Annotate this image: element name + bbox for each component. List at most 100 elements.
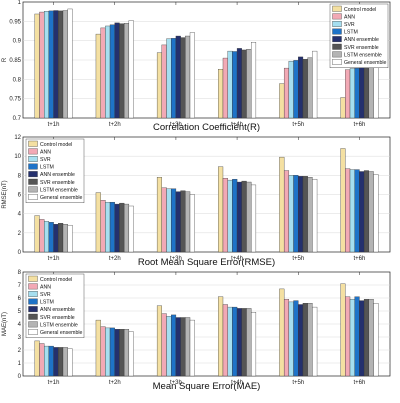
bar-control-model-t-6h [340,283,346,377]
legend-swatch-control-model [28,275,38,282]
bar-svr-t-6h [349,169,355,253]
bar-lstm-t-5h [293,60,299,119]
legend-label-lstm-ensemble: LSTM ensemble [40,322,78,328]
bar-lstm-t-4h [232,306,238,377]
bar-general-ensemble-t-3h [189,194,195,253]
bar-general-ensemble-t-3h [189,319,195,377]
bar-ann-ensemble-t-4h [236,48,242,119]
bar-svr-t-6h [349,68,355,119]
legend-swatch-lstm [332,28,342,35]
bar-control-model-t-2h [95,192,101,253]
legend-label-svr-ensemble: SVR ensemble [40,180,75,186]
bar-general-ensemble-t-1h [67,348,73,377]
bar-ann-ensemble-t-4h [236,308,242,377]
legend-label-lstm-ensemble: LSTM ensemble [344,52,382,58]
bar-lstm-t-1h [48,10,54,119]
legend-swatch-ann [332,13,342,20]
legend-label-lstm-ensemble: LSTM ensemble [40,187,78,193]
x-tick-label: t+1h [48,256,60,262]
bar-ann-ensemble-t-5h [298,304,304,377]
legend-swatch-ann-ensemble [28,306,38,313]
bar-ann-ensemble-t-6h [359,300,365,377]
bar-control-model-t-3h [156,52,162,119]
bar-ann-t-1h [39,343,45,377]
bar-svr-t-6h [349,299,355,377]
bar-svr-ensemble-t-6h [363,299,369,377]
bar-lstm-t-6h [354,296,360,377]
legend-swatch-lstm [28,298,38,305]
x-tick-label: t+4h [231,122,243,128]
bar-svr-t-3h [166,316,172,377]
bar-control-model-t-5h [279,156,285,253]
y-tick-label: 10 [14,154,21,160]
bar-svr-ensemble-t-6h [363,66,369,119]
bar-ann-t-5h [283,170,290,253]
x-tick-label: t+5h [292,380,304,386]
bar-control-model-t-4h [218,69,224,119]
legend-label-lstm: LSTM [40,300,54,306]
legend-label-control-model: Control model [40,142,72,148]
bar-lstm-t-2h [109,24,115,119]
bar-ann-ensemble-t-4h [236,181,242,253]
legend-label-ann-ensemble: ANN ensemble [40,307,75,313]
bar-svr-ensemble-t-4h [241,49,247,119]
bar-lstm-ensemble-t-4h [246,181,252,253]
bar-svr-ensemble-t-4h [241,180,247,253]
bar-ann-ensemble-t-1h [53,224,59,253]
bar-ann-ensemble-t-2h [114,22,120,119]
bar-ann-t-2h [100,200,106,253]
y-tick-label: 6 [18,193,22,199]
bar-control-model-t-5h [279,288,285,377]
bar-svr-t-1h [44,11,50,119]
bar-general-ensemble-t-1h [67,224,73,253]
bar-svr-ensemble-t-5h [302,59,308,119]
bar-ann-t-4h [222,57,228,119]
bar-lstm-ensemble-t-6h [368,64,374,119]
legend-label-general-ensemble: General ensemble [40,330,83,336]
bar-lstm-t-2h [109,327,115,377]
bar-control-model-t-1h [34,13,40,119]
bar-lstm-t-5h [293,300,299,377]
bar-lstm-t-3h [171,314,177,377]
bar-ann-t-3h [161,187,167,253]
bar-ann-t-1h [39,219,45,253]
bar-general-ensemble-t-5h [312,178,318,253]
bar-svr-ensemble-t-1h [58,223,64,253]
x-tick-label: t+3h [170,256,182,262]
bar-lstm-t-3h [171,188,177,253]
bar-ann-t-3h [161,44,167,119]
bar-lstm-t-2h [109,201,115,253]
legend-label-ann: ANN [344,14,355,20]
bar-lstm-ensemble-t-5h [307,57,313,119]
bar-lstm-t-5h [293,175,299,253]
legend-label-general-ensemble: General ensemble [40,195,83,201]
y-tick-label: 8 [18,173,22,179]
y-tick-label: 0 [18,374,22,380]
legend-swatch-ann [28,148,38,155]
legend-label-svr: SVR [40,157,51,163]
y-tick-label: 6 [18,296,22,302]
bar-control-model-t-1h [34,215,40,253]
bar-ann-ensemble-t-5h [298,56,304,119]
y-tick-label: 2 [18,231,22,237]
bar-ann-t-3h [161,313,167,377]
bar-lstm-t-6h [354,169,360,253]
bar-svr-ensemble-t-3h [180,190,186,253]
bar-svr-t-1h [44,345,50,377]
legend-label-svr-ensemble: SVR ensemble [344,45,379,51]
x-tick-label: t+3h [170,380,182,386]
bar-svr-ensemble-t-2h [119,23,125,119]
bar-lstm-ensemble-t-3h [185,191,191,253]
mae-chart: 0 1 2 3 4 5 6 7 8 t+1h t+2h t+3h t+4h t+5h t+6h MAE(nT)… [2,270,391,392]
bar-lstm-ensemble-t-4h [246,308,252,377]
bar-lstm-ensemble-t-3h [185,35,191,119]
chart-title: Root Mean Square Error(RMSE) [138,257,275,268]
bar-general-ensemble-t-4h [251,184,257,253]
bar-lstm-ensemble-t-1h [62,347,68,377]
bar-ann-ensemble-t-1h [53,10,59,119]
bar-lstm-ensemble-t-2h [123,23,130,119]
x-tick-label: t+2h [109,380,121,386]
y-tick-label: 0.7 [13,116,22,122]
